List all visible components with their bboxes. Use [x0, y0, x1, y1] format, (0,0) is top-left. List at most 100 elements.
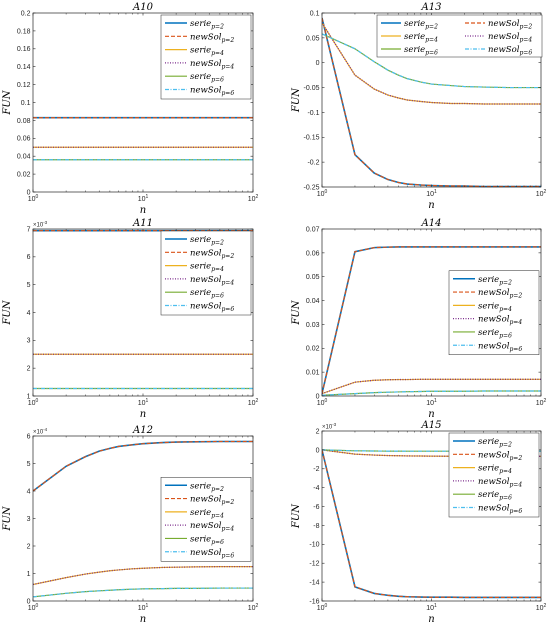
legend-entry: seriep=2: [190, 481, 224, 493]
y-tick-label: 5: [27, 461, 31, 468]
y-axis-label: FUN: [2, 89, 13, 115]
legend-entry: seriep=6: [190, 72, 224, 84]
legend-entry: newSolp=4: [190, 59, 234, 71]
x-tick-label: 101: [426, 189, 437, 198]
y-tick-label: 2: [316, 428, 320, 435]
y-tick-label: -0.15: [304, 135, 320, 142]
x-tick-label: 101: [138, 194, 149, 203]
y-tick-label: 0: [27, 598, 31, 605]
x-tick-label: 101: [426, 398, 437, 407]
legend-entry: newSolp=4: [190, 275, 234, 287]
panel-a14: 0 0.01 0.02 0.03 0.04 0.05 0.06 0.07 100 101 102 A1…: [291, 218, 547, 420]
y-tick-label: 4: [27, 488, 31, 495]
legend-entry: seriep=6: [190, 288, 224, 300]
legend-box: [448, 432, 540, 518]
y-tick-label: -0.2: [307, 160, 319, 167]
series-line-newsol-p4: [322, 378, 541, 395]
legend-entry: seriep=2: [478, 437, 512, 449]
y-axis-label: FUN: [2, 505, 13, 531]
legend-entry: newSolp=2: [190, 32, 234, 44]
y-tick-label: 0.04: [17, 154, 31, 161]
legend-box: [448, 270, 540, 355]
x-axis-label: n: [140, 614, 146, 625]
y-tick-label: 0: [316, 447, 320, 454]
x-axis-label: n: [428, 614, 434, 625]
panel-title: A15: [421, 420, 442, 431]
panel-title: A10: [132, 2, 154, 13]
legend: seriep=2newSolp=2seriep=4newSolp=4seriep…: [160, 230, 252, 316]
series-line-newsol-p6: [33, 587, 253, 598]
x-tick-label: 100: [28, 398, 39, 407]
y-tick-label: -16: [309, 598, 319, 605]
y-tick-label: 3: [27, 516, 31, 523]
y-tick-label: 2: [27, 366, 31, 373]
y-tick-label: -12: [309, 561, 319, 568]
y-tick-label: 7: [27, 226, 31, 233]
y-axis-label: FUN: [291, 87, 302, 113]
x-tick-label: 100: [317, 398, 328, 407]
y-tick-label: 2: [27, 543, 31, 550]
x-tick-label: 102: [248, 603, 259, 612]
y-tick-label: 0.06: [306, 250, 320, 257]
y-tick-label: 0.1: [310, 10, 320, 17]
y-tick-label: -2: [313, 466, 319, 473]
y-tick-label: 0.05: [306, 274, 320, 281]
legend-entry: seriep=4: [190, 262, 224, 274]
y-tick-label: 0.02: [17, 172, 31, 179]
y-tick-label: 1: [27, 393, 31, 400]
x-tick-label: 102: [536, 603, 547, 612]
legend-entry: newSolp=6: [190, 548, 234, 560]
legend: seriep=2newSolp=2seriep=4newSolp=4seriep…: [160, 477, 252, 562]
x-tick-label: 100: [28, 603, 39, 612]
legend: seriep=2newSolp=2seriep=4newSolp=4seriep…: [160, 14, 252, 100]
panel-a10: 0 0.02 0.04 0.06 0.08 0.1 0.12 0.14 0.16 0.18 0.2 1…: [2, 2, 259, 216]
series-line-newsol-p2: [322, 449, 541, 599]
legend: seriep=2newSolp=2seriep=4newSolp=4seriep…: [448, 270, 540, 355]
y-tick-label: 0.18: [17, 28, 31, 35]
x-tick-label: 101: [138, 603, 149, 612]
x-tick-label: 100: [317, 603, 328, 612]
x-tick-label: 102: [536, 189, 547, 198]
series-line-newsol-p4: [322, 449, 541, 457]
series-group: [33, 116, 253, 161]
y-tick-label: 0.14: [17, 64, 31, 71]
legend-entry: newSolp=6: [190, 302, 234, 314]
x-axis-label: n: [428, 409, 434, 420]
y-tick-label: 0.07: [306, 226, 320, 233]
y-tick-label: -0.25: [304, 184, 320, 191]
panel-a12: 0 1 2 3 4 5 6 100 101 102 ×10-4 A12 n FUN seriep=2 newS…: [2, 425, 259, 625]
y-tick-label: 0.08: [17, 118, 31, 125]
series-line-newsol-p4: [322, 22, 541, 105]
x-axis-label: n: [140, 409, 146, 420]
x-tick-label: 102: [248, 194, 259, 203]
legend-entry: seriep=6: [404, 45, 438, 57]
y-axis-label: FUN: [2, 299, 13, 325]
y-tick-label: 0.04: [306, 298, 320, 305]
legend-entry: seriep=4: [404, 32, 438, 44]
legend-entry: seriep=2: [404, 19, 438, 31]
y-tick-label: 0.2: [21, 10, 31, 17]
legend-entry: seriep=2: [478, 275, 512, 287]
y-tick-label: 0.1: [21, 100, 31, 107]
y-tick-label: -14: [309, 580, 319, 587]
legend: seriep=2newSolp=2seriep=4newSolp=4seriep…: [448, 432, 540, 518]
series-line-newsol-p6: [322, 390, 541, 396]
legend-entry: newSolp=2: [478, 450, 522, 462]
y-tick-label: -8: [313, 523, 319, 530]
y-axis-label: FUN: [291, 299, 302, 325]
y-tick-label: 0.01: [306, 370, 320, 377]
y-tick-label: 6: [27, 254, 31, 261]
y-tick-label: 5: [27, 282, 31, 289]
y-tick-label: 3: [27, 338, 31, 345]
x-axis-label: n: [140, 205, 146, 216]
legend-entry: newSolp=2: [488, 19, 532, 31]
y-tick-label: 0.05: [306, 35, 320, 42]
legend-box: [160, 14, 252, 100]
legend-entry: seriep=2: [190, 19, 224, 31]
legend-entry: newSolp=6: [478, 341, 522, 353]
y-tick-label: 0: [27, 189, 31, 196]
y-tick-label: -0.05: [304, 85, 320, 92]
y-tick-label: 0.16: [17, 46, 31, 53]
legend-entry: newSolp=6: [190, 86, 234, 98]
